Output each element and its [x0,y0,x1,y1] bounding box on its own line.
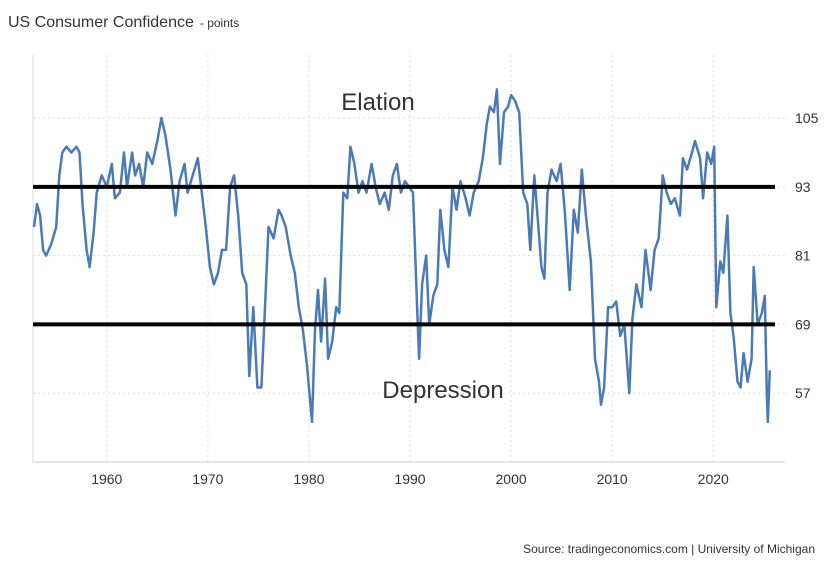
x-tick-label: 1960 [91,471,122,487]
x-tick-label: 1980 [293,471,324,487]
y-tick-label: 81 [795,248,811,264]
data-line [32,88,772,424]
source: Source: tradingeconomics.com | Universit… [523,542,815,556]
x-tick-label: 2020 [698,471,729,487]
y-tick-label: 69 [795,316,811,332]
annotation: Depression [382,377,503,404]
x-tick-label: 1990 [394,471,425,487]
y-tick-label: 93 [795,179,811,195]
y-tick-label: 105 [795,110,819,126]
subtitle: - points [200,16,239,30]
y-tick-label: 57 [795,385,811,401]
x-tick-label: 2010 [597,471,628,487]
title: US Consumer Confidence [8,14,194,31]
x-tick-label: 2000 [496,471,527,487]
annotation: Elation [341,89,414,116]
x-tick-label: 1970 [192,471,223,487]
chart-title: US Consumer Confidence - points [8,14,239,31]
